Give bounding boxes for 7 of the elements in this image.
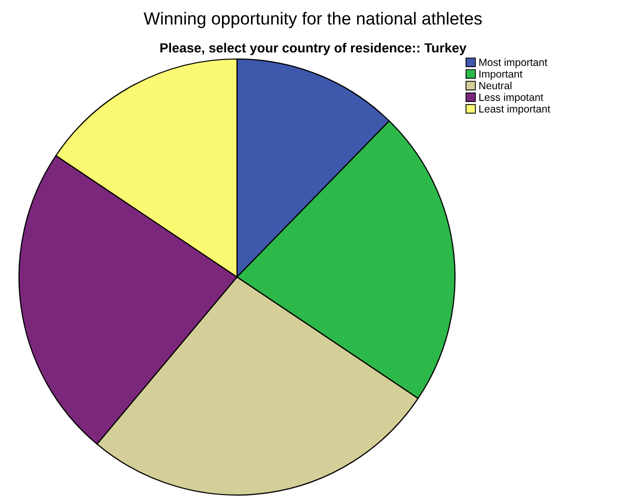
legend-label: Important [479,70,522,80]
chart-title: Winning opportunity for the national athletes [144,12,482,28]
legend-label: Neutral [479,82,512,90]
legend-label: Most important [479,58,548,68]
legend-label: Less impotant [479,93,544,103]
legend-label: Least important [479,104,550,115]
chart-subtitle: Please, select your country of residence:: Turkey [160,42,466,56]
